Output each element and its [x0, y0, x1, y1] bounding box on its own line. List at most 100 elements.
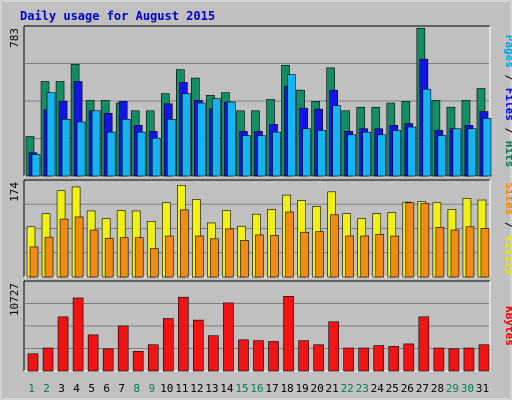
bar-visits-sites-day-27 [420, 202, 430, 278]
bar-visits-sites-day-28 [435, 227, 445, 278]
x-tick-label-day-11: 11 [175, 382, 188, 395]
bar-kbytes-kbytes-day-7 [117, 325, 129, 372]
bar-visits-sites-day-18 [285, 211, 294, 278]
bar-kbytes-kbytes-day-20 [313, 344, 324, 372]
bar-hits-pages-day-30 [467, 128, 477, 177]
x-tick-label-day-4: 4 [73, 382, 80, 395]
bar-hits-pages-day-14 [227, 101, 236, 177]
bar-hits-pages-day-2 [46, 92, 56, 177]
x-tick-label-day-8: 8 [133, 382, 140, 395]
bar-hits-pages-day-24 [377, 134, 387, 177]
x-tick-label-day-16: 16 [250, 382, 263, 395]
bar-visits-sites-day-14 [225, 228, 234, 278]
bar-hits-pages-day-1 [31, 154, 41, 177]
legend-entry: Hits [503, 141, 512, 168]
bar-hits-pages-day-16 [257, 135, 266, 177]
panel-kbytes-legend-label: KBytes [503, 306, 512, 346]
bar-visits-sites-day-6 [104, 237, 114, 278]
panel-hits-legend-label: Pages / Files / Hits [503, 35, 512, 168]
legend-entry: Visits [503, 235, 512, 275]
x-tick-label-day-24: 24 [371, 382, 385, 395]
bar-kbytes-kbytes-day-6 [102, 348, 114, 372]
bar-visits-sites-day-8 [134, 237, 144, 278]
x-tick-label-day-27: 27 [416, 382, 429, 395]
bar-kbytes-kbytes-day-31 [478, 344, 490, 372]
bar-kbytes-kbytes-day-25 [388, 346, 400, 372]
x-tick-label-day-2: 2 [43, 382, 50, 395]
bar-visits-sites-day-17 [270, 235, 279, 278]
bar-hits-pages-day-23 [362, 131, 372, 177]
bar-kbytes-kbytes-day-29 [448, 348, 460, 372]
panel-visits-axis-max-label: 174 [8, 182, 21, 202]
bar-visits-sites-day-23 [360, 235, 370, 278]
x-tick-label-day-3: 3 [58, 382, 65, 395]
bar-hits-pages-day-11 [182, 93, 191, 177]
bar-visits-sites-day-29 [450, 229, 460, 278]
x-tick-label-day-9: 9 [148, 382, 155, 395]
bar-hits-pages-day-21 [332, 105, 341, 177]
bar-hits-pages-day-3 [61, 118, 71, 177]
bar-hits-pages-day-9 [151, 137, 161, 177]
bar-kbytes-kbytes-day-22 [343, 347, 354, 372]
bar-hits-pages-day-5 [91, 110, 101, 177]
legend-entry: KBytes [503, 306, 512, 346]
bar-visits-sites-day-26 [405, 202, 415, 278]
x-tick-label-day-10: 10 [160, 382, 173, 395]
x-tick-label-day-1: 1 [28, 382, 35, 395]
bar-visits-sites-day-30 [465, 226, 475, 278]
bar-hits-pages-day-8 [136, 131, 146, 177]
bar-kbytes-kbytes-day-30 [463, 347, 475, 372]
bar-kbytes-kbytes-day-17 [268, 341, 279, 372]
chart-title: Daily usage for August 2015 [20, 9, 215, 23]
bar-hits-pages-day-20 [317, 130, 326, 177]
bar-kbytes-kbytes-day-23 [358, 347, 370, 372]
bar-hits-pages-day-17 [272, 131, 281, 177]
bar-hits-pages-day-22 [347, 134, 356, 177]
x-tick-label-day-20: 20 [311, 382, 324, 395]
bar-visits-sites-day-11 [180, 209, 189, 278]
x-tick-label-day-12: 12 [190, 382, 203, 395]
bar-hits-pages-day-12 [197, 102, 206, 177]
legend-entry: Files [503, 88, 512, 121]
bar-hits-pages-day-6 [106, 131, 116, 177]
bar-kbytes-kbytes-day-21 [328, 321, 339, 372]
bar-kbytes-kbytes-day-10 [162, 318, 174, 372]
x-tick-label-day-17: 17 [265, 382, 278, 395]
bar-kbytes-kbytes-day-26 [403, 343, 415, 372]
bar-hits-pages-day-27 [422, 88, 432, 177]
bar-visits-sites-day-3 [59, 218, 69, 278]
bar-kbytes-kbytes-day-13 [208, 335, 219, 372]
bar-hits-pages-day-26 [407, 126, 417, 177]
x-tick-label-day-14: 14 [220, 382, 234, 395]
bar-visits-sites-day-2 [44, 236, 54, 278]
legend-entry: / [503, 68, 512, 88]
bar-visits-sites-day-19 [300, 231, 309, 278]
bar-visits-sites-day-10 [164, 235, 174, 278]
bar-kbytes-kbytes-day-27 [418, 316, 430, 372]
bar-hits-pages-day-7 [121, 118, 131, 177]
bar-hits-pages-day-15 [242, 135, 251, 177]
bar-visits-sites-day-21 [330, 214, 339, 278]
bar-kbytes-kbytes-day-16 [253, 340, 264, 372]
x-tick-label-day-5: 5 [88, 382, 95, 395]
x-tick-label-day-23: 23 [356, 382, 369, 395]
bar-hits-pages-day-29 [452, 128, 462, 177]
bar-kbytes-kbytes-day-14 [223, 302, 234, 372]
bar-visits-sites-day-22 [345, 235, 354, 278]
bar-visits-sites-day-12 [195, 235, 204, 278]
bar-hits-pages-day-28 [437, 135, 447, 177]
x-tick-label-day-25: 25 [386, 382, 399, 395]
bar-visits-sites-day-24 [375, 234, 385, 278]
bar-visits-sites-day-31 [480, 228, 490, 278]
x-tick-label-day-31: 31 [476, 382, 489, 395]
x-tick-label-day-18: 18 [280, 382, 293, 395]
x-tick-label-day-28: 28 [431, 382, 444, 395]
bar-visits-sites-day-16 [255, 234, 264, 278]
x-tick-label-day-6: 6 [103, 382, 110, 395]
bar-hits-pages-day-18 [287, 74, 296, 177]
x-tick-label-day-29: 29 [446, 382, 459, 395]
legend-entry: / [503, 215, 512, 235]
bar-visits-sites-day-15 [240, 240, 249, 278]
legend-entry: Sites [503, 182, 512, 215]
